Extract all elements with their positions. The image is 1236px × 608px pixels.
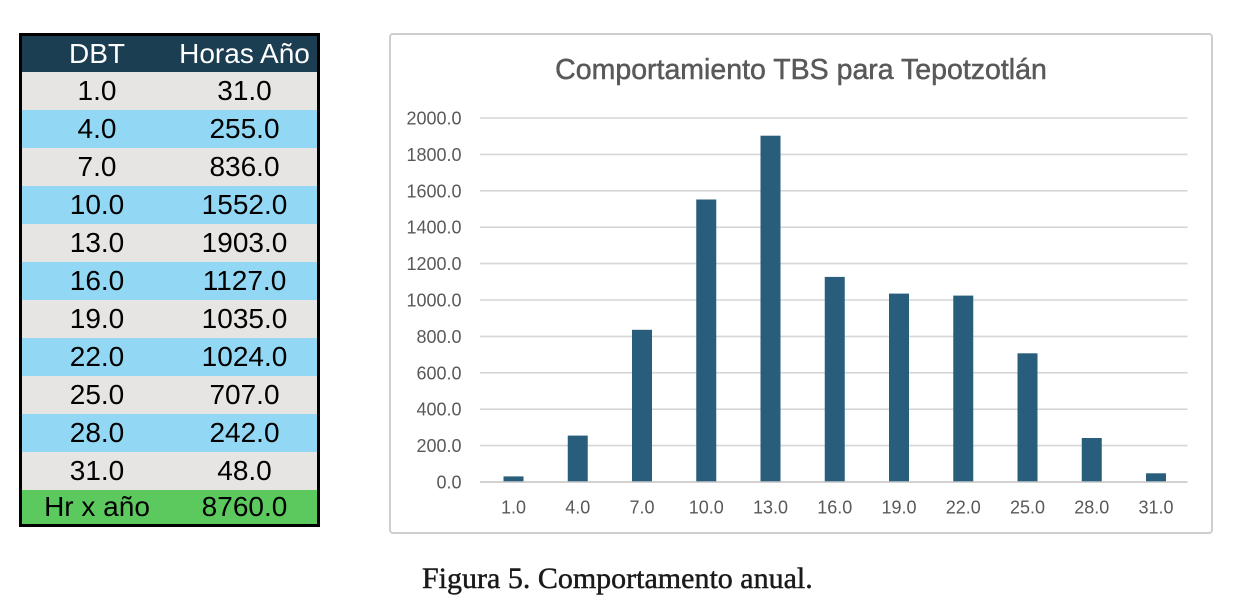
svg-text:13.0: 13.0	[753, 498, 788, 518]
svg-text:400.0: 400.0	[416, 400, 461, 420]
svg-text:10.0: 10.0	[689, 498, 724, 518]
svg-text:800.0: 800.0	[416, 327, 461, 347]
svg-text:7.0: 7.0	[629, 498, 654, 518]
svg-text:1800.0: 1800.0	[406, 145, 461, 165]
svg-text:28.0: 28.0	[1074, 498, 1109, 518]
svg-text:25.0: 25.0	[1010, 498, 1045, 518]
svg-text:4.0: 4.0	[565, 498, 590, 518]
svg-text:16.0: 16.0	[817, 498, 852, 518]
svg-text:2000.0: 2000.0	[406, 109, 461, 129]
svg-text:22.0: 22.0	[946, 498, 981, 518]
svg-text:200.0: 200.0	[416, 436, 461, 456]
svg-text:1.0: 1.0	[501, 498, 526, 518]
svg-text:600.0: 600.0	[416, 363, 461, 383]
svg-text:1000.0: 1000.0	[406, 291, 461, 311]
svg-text:1600.0: 1600.0	[406, 181, 461, 201]
svg-text:1400.0: 1400.0	[406, 218, 461, 238]
svg-text:31.0: 31.0	[1138, 498, 1173, 518]
svg-text:0.0: 0.0	[436, 473, 461, 493]
svg-text:19.0: 19.0	[881, 498, 916, 518]
svg-text:1200.0: 1200.0	[406, 254, 461, 274]
svg-text:Comportamiento TBS para Tepotz: Comportamiento TBS para Tepotzotlán	[555, 54, 1047, 86]
